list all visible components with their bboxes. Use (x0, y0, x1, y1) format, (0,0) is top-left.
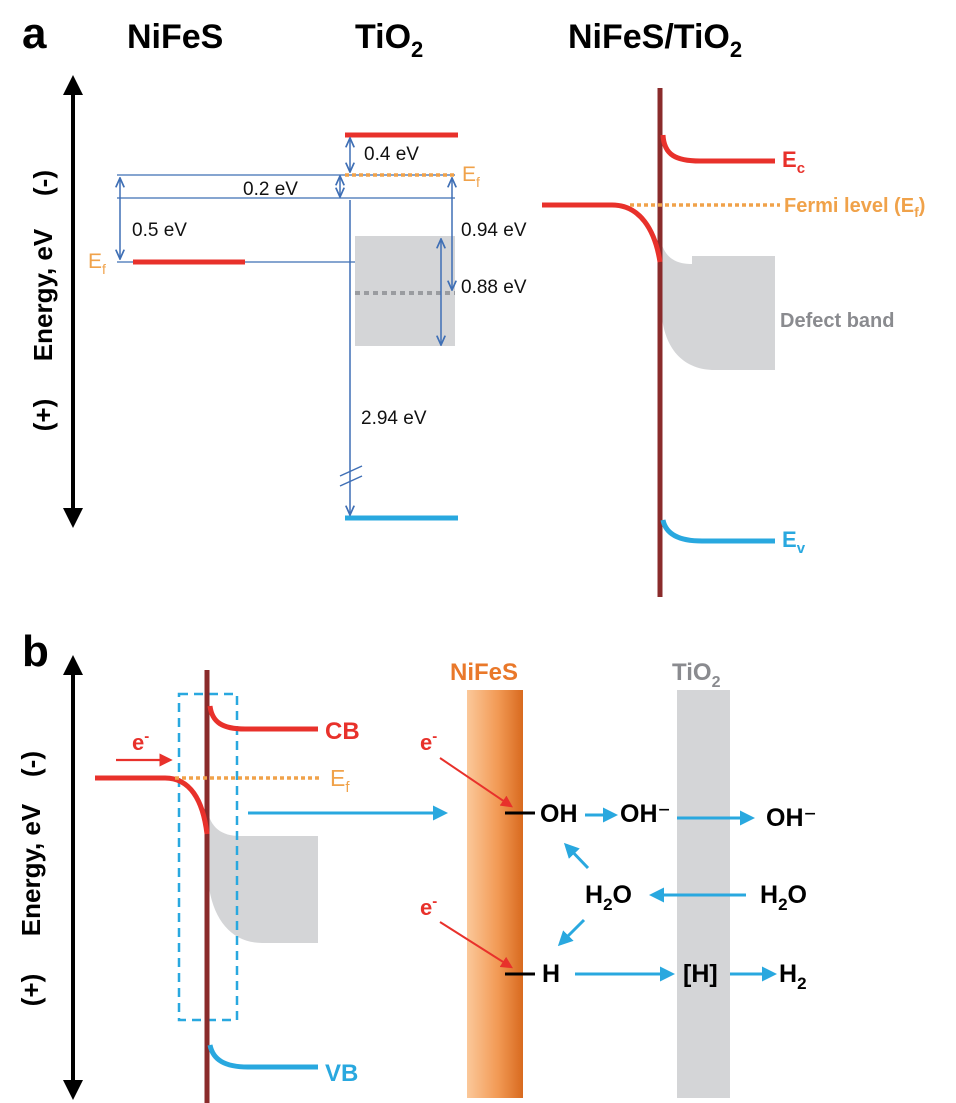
tio2-ef-label: Ef (462, 163, 480, 190)
species-h2: H2 (779, 960, 807, 993)
composite-title: NiFeS/TiO2 (568, 18, 742, 62)
axis-b-energy: Energy, eV (16, 803, 46, 936)
axis-b-minus: (-) (16, 751, 46, 777)
nifes-ef-label: Ef (88, 250, 106, 277)
axis-a-minus: (-) (28, 170, 58, 196)
band-b-vb-band (207, 1044, 318, 1070)
species-h2o-surface: H2O (585, 881, 632, 914)
cb-label: CB (325, 718, 360, 745)
electron-arrow-oh (439, 757, 513, 808)
arrow-h2o-to-oh (563, 842, 590, 870)
panel-b-label: b (22, 627, 49, 676)
nifes-layer (467, 690, 523, 1098)
gap-label-02: 0.2 eV (243, 179, 298, 200)
band-b-defect-band (207, 808, 318, 943)
gap-label-04: 0.4 eV (364, 144, 419, 165)
band-b-nifes-band (95, 775, 210, 835)
nifes-layer-label: NiFeS (450, 659, 518, 686)
composite-ec-band (660, 134, 775, 164)
composite-nifes-band (542, 202, 663, 263)
tio2-layer-label: TiO2 (672, 659, 721, 691)
electron-label-h: e- (420, 893, 437, 920)
axis-a-energy: Energy, eV (28, 228, 58, 361)
ec-label: Ec (782, 147, 805, 177)
fermi-level-label: Fermi level (Ef) (784, 195, 925, 220)
species-oh-minus-bulk: OH⁻ (766, 804, 817, 832)
axis-b-plus: (+) (16, 974, 46, 1007)
species-h2o-bulk: H2O (760, 881, 807, 914)
electron-label-band: e- (132, 728, 149, 755)
species-h: H (542, 960, 560, 988)
species-h-adsorbed: [H] (683, 960, 718, 988)
break-mark-2 (339, 475, 363, 487)
break-mark-1 (339, 465, 363, 477)
vb-label: VB (325, 1060, 358, 1087)
nifes-title: NiFeS (127, 18, 223, 56)
band-b-cb-band (207, 705, 318, 732)
axis-a-plus: (+) (28, 399, 58, 432)
tio2-title: TiO2 (355, 18, 423, 62)
defect-band-label: Defect band (780, 310, 894, 332)
arrow-h2o-to-h (557, 918, 586, 947)
electron-label-oh: e- (420, 728, 437, 755)
ev-label: Ev (782, 527, 806, 557)
composite-defect-band (660, 236, 775, 370)
electron-arrow-h (439, 921, 514, 969)
composite-ev-band (660, 519, 775, 544)
gap-label-094: 0.94 eV (461, 220, 527, 241)
panel-a-label: a (22, 9, 47, 58)
gap-label-05: 0.5 eV (132, 220, 187, 241)
gap-label-294: 2.94 eV (361, 408, 427, 429)
band-b-ef-label: Ef (330, 765, 350, 796)
species-oh-minus-nifes: OH⁻ (620, 800, 671, 828)
gap-label-088: 0.88 eV (461, 277, 527, 298)
species-oh: OH (540, 800, 578, 828)
